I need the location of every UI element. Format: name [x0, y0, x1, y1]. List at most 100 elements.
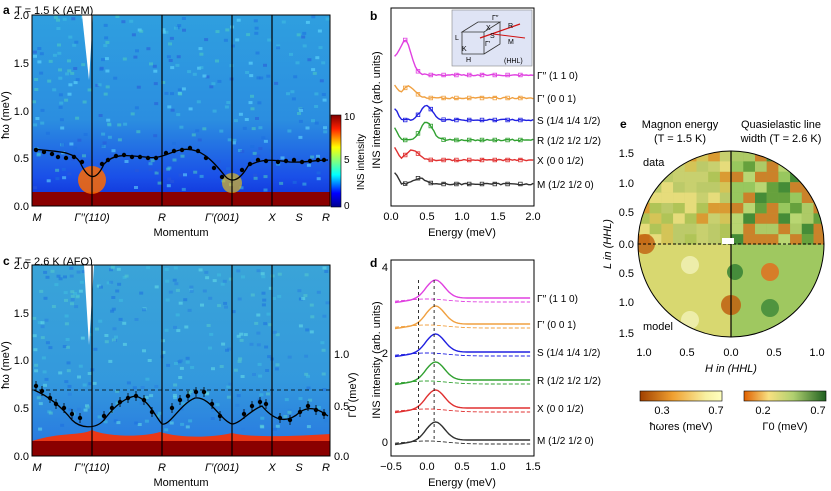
svg-text:(HHL): (HHL) [504, 58, 523, 65]
noise-pixel [175, 63, 180, 67]
data-cell [755, 192, 767, 203]
panel-a-xticks: M Γ′′(110) R Γ′(001) X S R [32, 212, 330, 224]
noise-pixel [70, 71, 75, 75]
data-cell [649, 171, 662, 183]
data-cell [801, 161, 814, 172]
data-point [283, 158, 289, 164]
panel-b-xticks: 0.0 0.5 1.0 1.5 2.0 [383, 211, 540, 223]
data-cell [684, 161, 697, 172]
svg-text:Γ′: Γ′ [485, 41, 491, 48]
noise-pixel [321, 372, 326, 376]
noise-pixel [231, 141, 236, 145]
data-cell [743, 161, 755, 172]
noise-pixel [316, 171, 321, 175]
noise-pixel [144, 419, 149, 423]
noise-pixel [251, 127, 256, 131]
noise-pixel [188, 107, 193, 111]
data-cell [673, 192, 685, 203]
data-cell [638, 171, 650, 183]
panel-b-curves [393, 37, 534, 187]
data-cell [696, 151, 709, 162]
noise-pixel [202, 289, 207, 293]
noise-pixel [155, 414, 160, 418]
data-cell [731, 223, 744, 235]
noise-pixel [121, 20, 126, 24]
data-cell [790, 182, 802, 193]
panel-e-colorbar-right-label: Γ0 (meV) [762, 421, 807, 433]
noise-pixel [267, 38, 272, 42]
noise-pixel [115, 389, 120, 393]
noise-pixel [208, 296, 213, 300]
spectrum-marker [479, 181, 485, 187]
noise-pixel [67, 92, 72, 96]
noise-pixel [198, 47, 203, 51]
noise-pixel [134, 421, 139, 425]
curve-label: M (1/2 1/2 0) [537, 436, 594, 447]
panel-a-elastic-band [32, 192, 330, 206]
noise-pixel [32, 334, 37, 338]
noise-pixel [248, 61, 253, 65]
noise-pixel [123, 122, 128, 126]
noise-pixel [82, 100, 87, 104]
noise-pixel [311, 119, 315, 123]
noise-pixel [208, 346, 212, 350]
svg-text:0.5: 0.5 [766, 347, 781, 359]
noise-pixel [111, 338, 116, 342]
noise-pixel [157, 169, 162, 173]
noise-pixel [275, 363, 280, 367]
noise-pixel [98, 114, 103, 117]
noise-pixel [54, 283, 59, 287]
svg-text:R: R [158, 462, 166, 474]
noise-pixel [185, 360, 190, 364]
noise-pixel [317, 406, 321, 409]
data-cell [731, 234, 744, 245]
svg-text:R: R [158, 212, 166, 224]
spectrum-marker [454, 95, 459, 101]
curve-label: R (1/2 1/2 1/2) [537, 136, 601, 147]
svg-text:Γ′′(110): Γ′′(110) [74, 462, 110, 474]
noise-pixel [261, 303, 266, 307]
noise-pixel [80, 336, 85, 340]
noise-pixel [105, 69, 110, 73]
svg-text:0.5: 0.5 [14, 153, 29, 165]
data-cell [696, 161, 709, 172]
data-cell [638, 213, 650, 224]
noise-pixel [274, 81, 279, 85]
panel-e-center-mark [722, 238, 734, 244]
noise-pixel [226, 385, 231, 389]
noise-pixel [177, 24, 182, 28]
noise-pixel [297, 112, 301, 115]
noise-pixel [172, 393, 177, 397]
panel-b-frame [390, 7, 535, 207]
noise-pixel [304, 372, 309, 376]
noise-pixel [321, 61, 326, 65]
data-cell [778, 234, 791, 245]
noise-pixel [181, 402, 186, 406]
noise-pixel [60, 423, 65, 427]
noise-pixel [104, 57, 109, 61]
spectrum-marker [492, 181, 497, 187]
noise-pixel [107, 135, 112, 139]
noise-pixel [64, 322, 69, 326]
noise-pixel [162, 169, 167, 173]
noise-pixel [277, 294, 282, 298]
noise-pixel [67, 392, 72, 396]
svg-text:1.5: 1.5 [619, 148, 634, 160]
noise-pixel [50, 269, 55, 273]
noise-pixel [33, 348, 38, 352]
noise-pixel [58, 93, 63, 97]
data-cell [801, 213, 814, 224]
data-point [153, 155, 159, 161]
data-point [55, 154, 61, 160]
noise-pixel [57, 43, 61, 47]
fit-curve [394, 421, 531, 446]
svg-text:0.0: 0.0 [383, 211, 398, 223]
svg-text:0.3: 0.3 [654, 405, 669, 417]
spectrum-marker [415, 92, 421, 97]
noise-pixel [191, 133, 196, 137]
data-point [247, 161, 253, 167]
noise-pixel [132, 386, 137, 390]
noise-pixel [314, 105, 319, 108]
noise-pixel [287, 409, 292, 413]
data-cell [638, 182, 650, 193]
